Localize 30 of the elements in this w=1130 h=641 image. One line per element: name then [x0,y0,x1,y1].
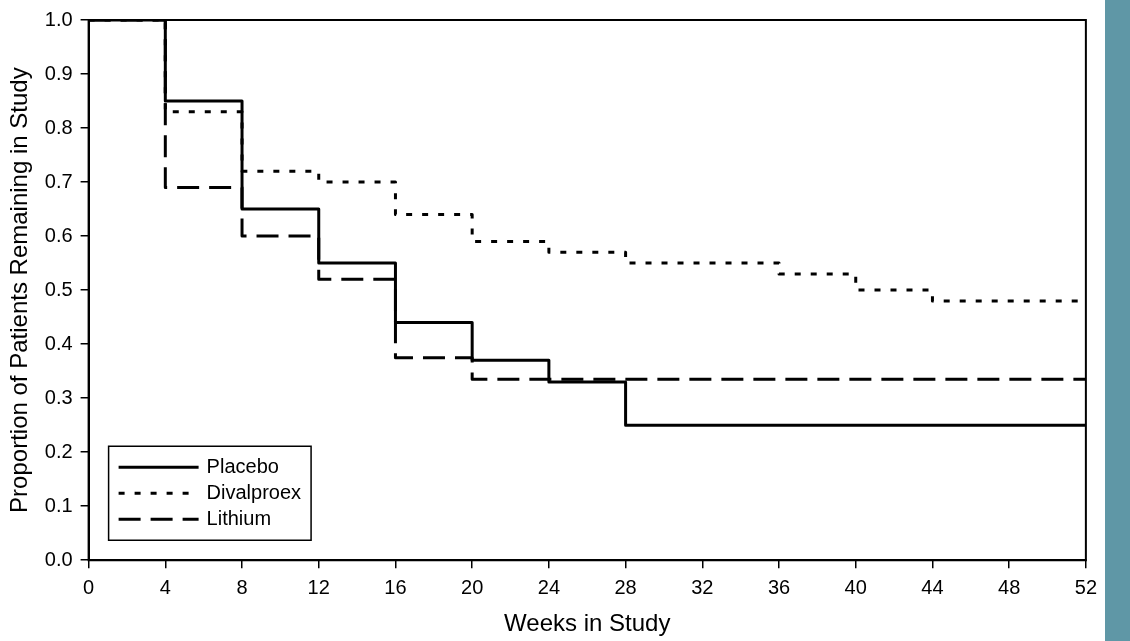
x-tick-label: 44 [921,575,944,598]
y-tick-label: 0.7 [44,169,73,192]
x-axis-title: Weeks in Study [504,609,671,637]
x-tick-label: 12 [307,575,330,598]
x-tick-label: 20 [461,575,484,598]
y-tick-label: 1.0 [44,7,73,30]
x-tick-label: 16 [384,575,407,598]
y-tick-label: 0.0 [44,547,73,570]
y-tick-label: 0.8 [44,115,73,138]
x-tick-label: 32 [691,575,714,598]
x-tick-label: 8 [236,575,248,598]
y-tick-label: 0.9 [44,61,73,84]
y-tick-label: 0.5 [44,277,73,300]
legend-label: Divalproex [206,480,302,503]
y-tick-label: 0.1 [44,493,73,516]
x-tick-label: 52 [1074,575,1097,598]
legend-label: Placebo [206,454,279,477]
x-tick-label: 4 [159,575,171,598]
x-tick-label: 36 [767,575,791,598]
y-tick-label: 0.4 [44,331,73,354]
x-tick-label: 24 [537,575,561,598]
legend-label: Lithium [206,506,272,529]
y-tick-label: 0.6 [44,223,73,246]
x-tick-label: 40 [844,575,867,598]
y-axis-title: Proportion of Patients Remaining in Study [5,67,33,513]
x-tick-label: 0 [83,575,95,598]
y-tick-label: 0.2 [44,439,73,462]
x-tick-label: 48 [998,575,1021,598]
x-tick-label: 28 [614,575,637,598]
y-tick-label: 0.3 [44,385,73,408]
